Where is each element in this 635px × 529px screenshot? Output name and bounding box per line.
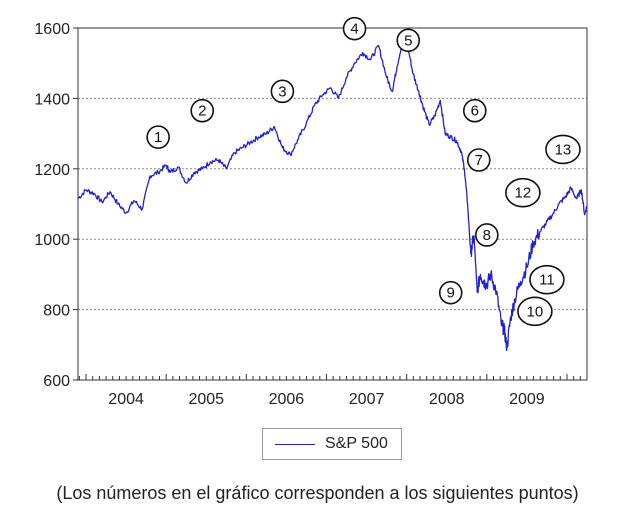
annotation-marker: 7 <box>466 148 491 172</box>
chart-caption: (Los números en el gráfico corresponden … <box>56 483 579 503</box>
y-axis-ticks: 600 800 1000 1200 1400 1600 <box>34 21 78 390</box>
annotation-marker: 5 <box>396 28 421 53</box>
annotation-label: 5 <box>404 32 412 49</box>
annotation-marker: 8 <box>475 223 499 247</box>
annotation-circle <box>466 148 491 172</box>
y-tick-label: 1000 <box>34 232 70 249</box>
annotation-label: 13 <box>555 141 572 158</box>
annotation-label: 7 <box>475 152 483 169</box>
annotation-label: 10 <box>527 303 544 320</box>
annotation-circle <box>438 280 463 305</box>
annotation-circle <box>517 296 553 327</box>
x-tick-label: 2004 <box>108 391 144 408</box>
annotation-label: 3 <box>278 83 286 100</box>
x-tick-label: 2006 <box>269 391 305 408</box>
annotation-circle <box>396 28 421 53</box>
annotation-marker: 12 <box>505 177 541 208</box>
chart-legend: S&P 500 <box>262 428 402 460</box>
annotation-circle <box>462 98 487 123</box>
annotation-label: 11 <box>539 272 555 289</box>
annotation-circle <box>190 98 215 123</box>
legend-label: S&P 500 <box>325 435 388 452</box>
annotation-label: 8 <box>483 227 491 244</box>
legend-swatch <box>275 443 315 445</box>
annotation-marker: 10 <box>517 296 553 327</box>
annotation-label: 9 <box>447 285 455 302</box>
x-tick-label: 2008 <box>429 391 465 408</box>
axes <box>77 27 588 381</box>
annotation-marker: 4 <box>342 16 367 41</box>
annotation-marker: 3 <box>270 79 295 104</box>
series-lines <box>77 39 588 352</box>
annotation-marker: 9 <box>438 280 463 305</box>
annotation-label: 2 <box>198 103 206 120</box>
annotation-label: 4 <box>350 21 358 38</box>
annotation-marker: 1 <box>146 125 170 149</box>
x-tick-label: 2007 <box>349 391 385 408</box>
annotation-marker: 13 <box>545 134 581 165</box>
annotation-marker: 2 <box>190 98 215 123</box>
plot-frame <box>77 27 588 381</box>
annotation-circle <box>146 125 170 149</box>
annotation-label: 12 <box>515 185 532 202</box>
annotation-circle <box>342 16 367 41</box>
annotation-circle <box>475 223 499 247</box>
y-tick-label: 1200 <box>34 162 70 179</box>
y-tick-label: 600 <box>43 373 70 390</box>
y-tick-label: 800 <box>43 303 70 320</box>
annotation-label: 6 <box>471 103 479 120</box>
annotation-circle <box>529 264 565 295</box>
x-axis-ticks: 2004 2005 2006 2007 2008 2009 <box>78 374 588 408</box>
annotation-label: 1 <box>154 129 162 146</box>
annotation-circle <box>505 177 541 208</box>
x-tick-label: 2009 <box>509 391 545 408</box>
series-line-sp500 <box>77 39 588 352</box>
annotation-marker: 6 <box>462 98 487 123</box>
annotation-circle <box>270 79 295 104</box>
annotation-marker: 11 <box>529 264 565 295</box>
x-tick-label: 2005 <box>188 391 224 408</box>
y-tick-label: 1400 <box>34 91 70 108</box>
y-tick-label: 1600 <box>34 21 70 38</box>
annotation-circle <box>545 134 581 165</box>
